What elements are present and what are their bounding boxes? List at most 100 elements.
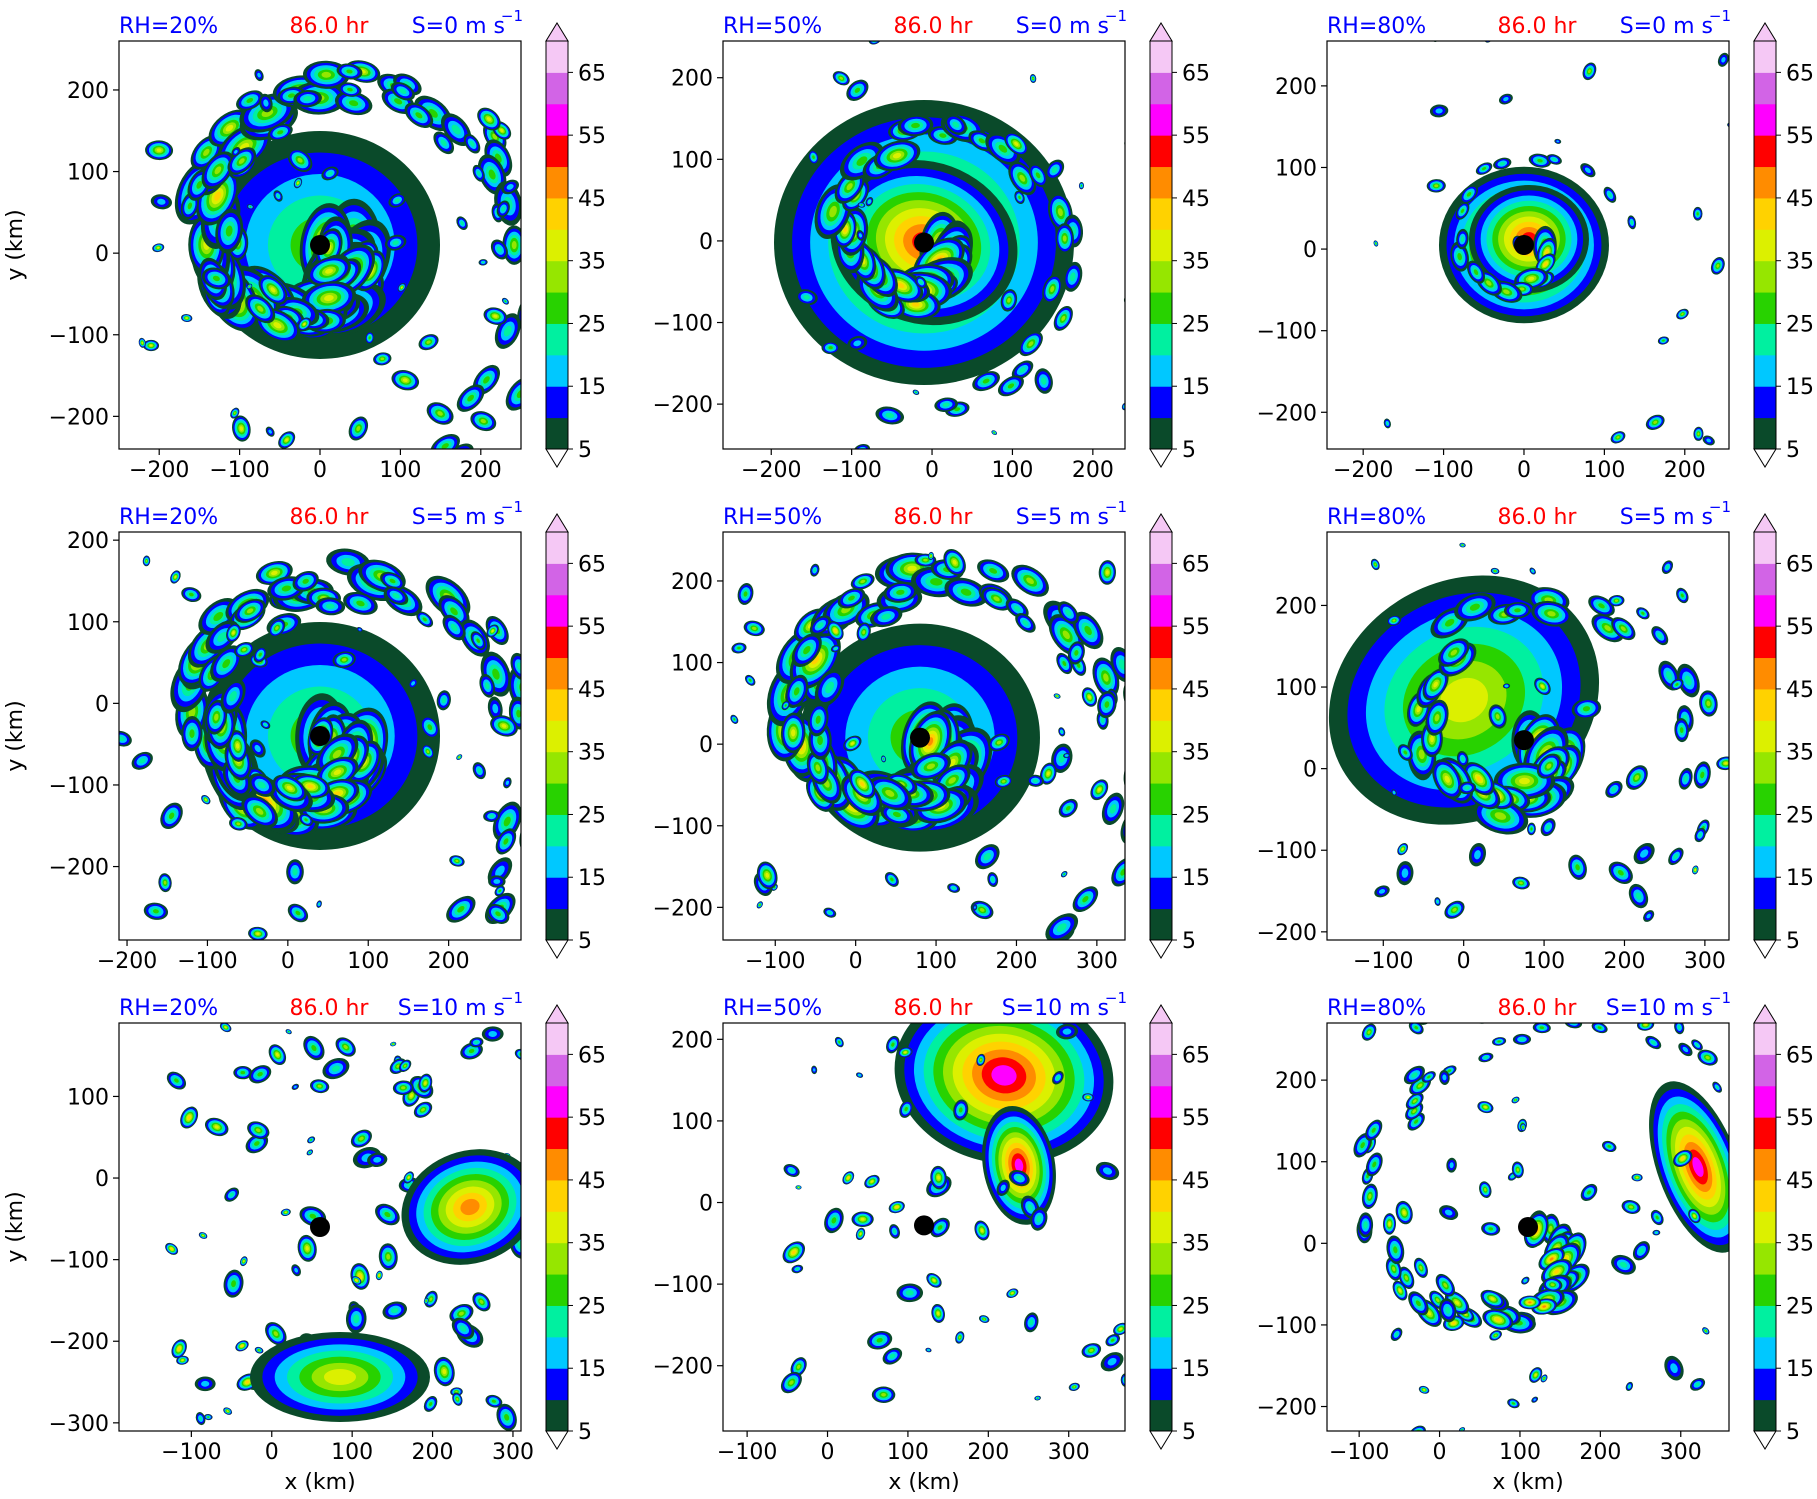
y-tick-label: −100 — [1257, 320, 1317, 345]
title-shear-exponent: −1 — [501, 498, 523, 516]
y-tick-label: −200 — [653, 393, 713, 418]
reflectivity-field — [138, 60, 521, 449]
y-tick-label: −100 — [1257, 839, 1317, 864]
colorbar-extend-top — [1753, 1004, 1777, 1024]
x-tick-label: 200 — [1579, 1440, 1621, 1465]
title-time: 86.0 hr — [894, 14, 974, 39]
colorbar-segment — [1754, 877, 1776, 910]
x-tick-label: 300 — [492, 1440, 534, 1465]
colorbar-segment — [546, 229, 568, 262]
colorbar-segment — [1754, 1399, 1776, 1432]
colorbar-segment — [1150, 626, 1172, 659]
colorbar-segment — [1150, 908, 1172, 941]
colorbar-extend-top — [1149, 1004, 1173, 1024]
y-tick-label: 100 — [1275, 676, 1317, 701]
y-tick-label: 0 — [699, 230, 713, 255]
y-tick-label: −100 — [653, 312, 713, 337]
y-tick-label: −100 — [1257, 1314, 1317, 1339]
y-tick-label: 0 — [1303, 1232, 1317, 1257]
x-tick-label: −200 — [741, 458, 801, 483]
y-tick-label: −100 — [49, 324, 109, 349]
colorbar-segment — [1150, 1336, 1172, 1369]
storm-center-marker — [909, 727, 930, 748]
y-tick-label: −200 — [653, 896, 713, 921]
colorbar-frame — [545, 531, 569, 941]
y-tick-label: 200 — [67, 529, 109, 554]
colorbar-segment — [546, 1242, 568, 1275]
x-tick-label: −200 — [1333, 458, 1393, 483]
title-rh: RH=20% — [119, 996, 218, 1021]
colorbar-tick-label: 55 — [578, 124, 606, 149]
x-tick-label: 100 — [915, 949, 957, 974]
colorbar-tick-label: 65 — [578, 61, 606, 86]
colorbar-tick-label: 25 — [1786, 312, 1814, 337]
title-shear: S=10 m s — [398, 996, 505, 1021]
colorbar-segment — [1150, 1085, 1172, 1118]
x-tick-label: −100 — [717, 1440, 777, 1465]
colorbar-tick-label: 35 — [1786, 1232, 1814, 1257]
colorbar-tick-label: 15 — [578, 375, 606, 400]
title-time: 86.0 hr — [290, 996, 370, 1021]
title-shear: S=10 m s — [1606, 996, 1713, 1021]
title-time: 86.0 hr — [1498, 996, 1578, 1021]
colorbar-tick-label: 5 — [578, 929, 592, 954]
storm-center-marker — [914, 232, 934, 253]
y-tick-label: 200 — [67, 79, 109, 104]
colorbar-segment — [546, 1023, 568, 1055]
colorbar-segment — [1150, 1274, 1172, 1306]
colorbar-extend-top — [545, 513, 569, 533]
colorbar-segment — [1754, 751, 1776, 784]
x-tick-label: −100 — [177, 949, 237, 974]
y-tick-label: −100 — [653, 1273, 713, 1298]
y-tick-label: 0 — [1303, 758, 1317, 783]
plot-frame — [722, 531, 1126, 941]
panel-8: −100 0 100 200 300 −200 −100 0 100 200 RH=50% 86.0 … — [653, 989, 1210, 1495]
colorbar-tick-label: 15 — [1182, 375, 1210, 400]
colorbar-segment — [1754, 1274, 1776, 1306]
storm-center-marker — [914, 1215, 934, 1236]
x-tick-label: 0 — [1517, 458, 1531, 483]
x-tick-label: −100 — [209, 458, 269, 483]
colorbar-segment — [1150, 1305, 1172, 1338]
colorbar-segment — [1150, 845, 1172, 878]
colorbar-segment — [546, 386, 568, 419]
colorbar-tick-label: 65 — [1182, 61, 1210, 86]
colorbar-segment — [1754, 688, 1776, 721]
colorbar-tick-label: 15 — [1182, 1357, 1210, 1382]
colorbar-segment — [1754, 72, 1776, 105]
colorbar-tick-label: 35 — [1786, 741, 1814, 766]
colorbar-segment — [1754, 323, 1776, 356]
plot-frame — [722, 40, 1126, 450]
colorbar-tick-label: 55 — [1182, 615, 1210, 640]
colorbar-segment — [1150, 103, 1172, 136]
x-tick-label: 100 — [991, 458, 1033, 483]
colorbar-tick-label: 55 — [1182, 124, 1210, 149]
y-tick-label: 200 — [671, 67, 713, 92]
colorbar-segment — [1150, 166, 1172, 199]
colorbar-extend-top — [1149, 22, 1173, 42]
x-tick-label: 100 — [1583, 458, 1625, 483]
colorbar-extend-bottom — [545, 448, 569, 468]
x-tick-label: 100 — [1499, 1440, 1541, 1465]
colorbar-extend-top — [545, 1004, 569, 1024]
x-tick-label: 200 — [1072, 458, 1114, 483]
plot-frame — [1326, 531, 1730, 941]
title-shear-exponent: −1 — [1105, 989, 1127, 1007]
plot-frame — [722, 1022, 1126, 1432]
colorbar-segment — [546, 1399, 568, 1432]
y-axis-label: y (km) — [3, 209, 28, 280]
colorbar-segment — [1150, 1179, 1172, 1212]
colorbar-segment — [1150, 386, 1172, 419]
x-tick-label: 100 — [887, 1440, 929, 1465]
colorbar-frame — [1753, 1022, 1777, 1432]
panel-6: −100 0 100 200 300 −200 −100 0 100 200 RH=80% 86.0 … — [1257, 498, 1814, 974]
colorbar-tick-label: 35 — [578, 1232, 606, 1257]
colorbar-segment — [1754, 1085, 1776, 1118]
colorbar-extend-top — [545, 22, 569, 42]
title-shear: S=5 m s — [1620, 505, 1713, 530]
colorbar-tick-label: 35 — [1182, 1232, 1210, 1257]
colorbar-segment — [546, 783, 568, 815]
colorbar-tick-label: 25 — [1182, 803, 1210, 828]
colorbar-tick-label: 55 — [1786, 124, 1814, 149]
x-tick-label: −100 — [161, 1440, 221, 1465]
